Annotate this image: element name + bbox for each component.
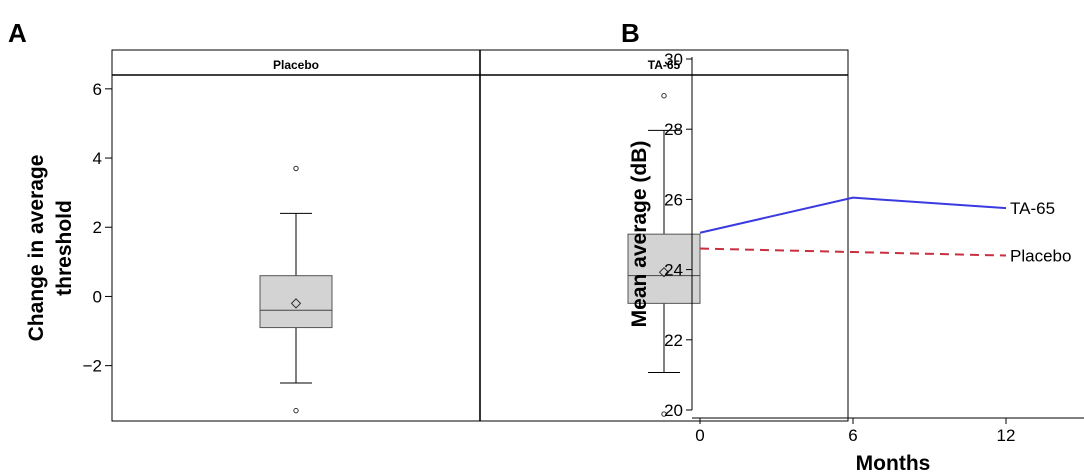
y-axis-title: Change in average threshold xyxy=(25,155,76,342)
x-axis-title: Months xyxy=(856,452,931,474)
series-line xyxy=(699,247,1007,257)
series-label: TA-65 xyxy=(1010,199,1055,218)
y-tick-label: −2 xyxy=(83,357,102,376)
series-label: Placebo xyxy=(1010,247,1071,266)
x-tick-label: 0 xyxy=(695,426,704,445)
y-tick-label: 30 xyxy=(664,50,683,69)
y-tick-label: 22 xyxy=(664,331,683,350)
outlier-point xyxy=(293,407,299,414)
y-tick-label: 24 xyxy=(664,261,683,280)
x-tick-label: 6 xyxy=(848,426,857,445)
y-axis-title-line: Change in average xyxy=(25,155,48,342)
mean-marker xyxy=(658,267,670,278)
y-tick-label: 4 xyxy=(93,149,102,168)
panel-letter: A xyxy=(8,18,27,48)
box xyxy=(627,233,701,304)
y-tick-label: 2 xyxy=(93,218,102,237)
outlier-point xyxy=(293,165,299,172)
box xyxy=(259,275,333,329)
y-tick-label: 20 xyxy=(664,401,683,420)
series-line xyxy=(699,196,1007,234)
x-tick-label: 12 xyxy=(997,426,1016,445)
y-tick-label: 28 xyxy=(664,120,683,139)
y-axis-title: Mean average (dB) xyxy=(628,141,651,328)
strip-label: Placebo xyxy=(273,58,319,72)
panel-b: B 20 22 24 26 28 30 0 6 12 Months Mean average (dB)… xyxy=(621,18,1084,474)
mean-marker xyxy=(290,298,302,309)
strip-label: TA-65 xyxy=(648,58,681,72)
outlier-point xyxy=(661,411,667,417)
y-tick-label: 6 xyxy=(93,80,102,99)
y-tick-label: 0 xyxy=(93,287,102,306)
panel-letter: B xyxy=(621,18,640,48)
y-tick-label: 26 xyxy=(664,190,683,209)
y-axis-title-line: threshold xyxy=(53,200,76,296)
outlier-point xyxy=(661,93,667,99)
